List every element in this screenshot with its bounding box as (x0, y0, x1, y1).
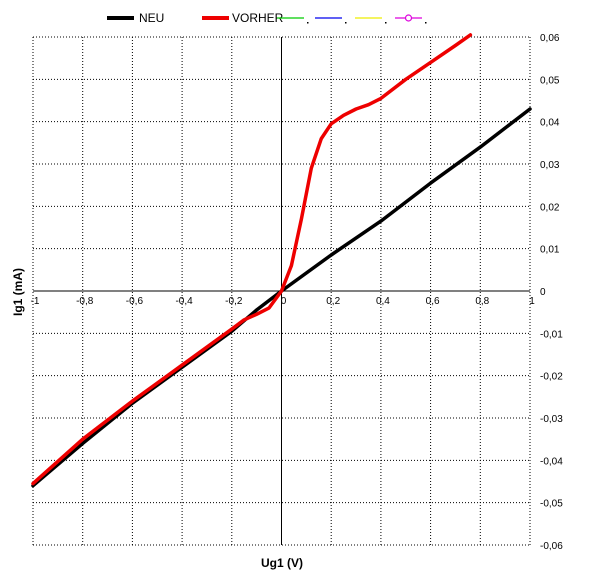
y-tick-label: -0,03 (540, 414, 563, 425)
x-tick-label: 0 (281, 296, 287, 307)
y-tick-label: 0 (540, 287, 546, 298)
y-tick-label: 0,06 (540, 33, 560, 44)
y-tick-label: 0,02 (540, 202, 560, 213)
legend-separator-dot (425, 22, 427, 24)
x-tick-label: -0,8 (76, 296, 94, 307)
y-tick-label: 0,04 (540, 118, 560, 129)
x-tick-labels: -1 -0,8 -0,6 -0,4 -0,2 0 0,2 0,4 0,6 0,8 1 (31, 296, 536, 307)
x-tick-label: -1 (31, 296, 40, 307)
x-axis-title: Ug1 (V) (261, 556, 303, 570)
legend-label: VORHER (232, 11, 284, 25)
x-tick-label: 0,4 (376, 296, 390, 307)
y-tick-label: -0,06 (540, 541, 563, 552)
x-tick-label: -0,2 (225, 296, 243, 307)
grid (32, 36, 531, 546)
legend-label: NEU (139, 11, 164, 25)
x-tick-label: -0,4 (175, 296, 193, 307)
y-tick-label: 0,01 (540, 245, 560, 256)
y-tick-label: -0,05 (540, 499, 563, 510)
x-tick-label: 0,2 (326, 296, 340, 307)
series-line-neu (31, 107, 532, 488)
series-line-vorher (31, 33, 473, 486)
x-tick-label: -0,6 (126, 296, 144, 307)
legend: NEU VORHER (107, 11, 427, 25)
legend-separator-dot (307, 22, 309, 24)
y-tick-label: -0,04 (540, 456, 563, 467)
x-tick-label: 0,6 (426, 296, 440, 307)
legend-separator-dot (345, 22, 347, 24)
legend-marker (404, 14, 413, 22)
x-tick-label: 0,8 (475, 296, 489, 307)
y-tick-label: -0,02 (540, 372, 563, 383)
series-lines (31, 33, 532, 488)
x-tick-label: 1 (529, 296, 535, 307)
y-tick-label: 0,03 (540, 160, 560, 171)
y-axis-title: Ig1 (mA) (11, 268, 25, 316)
y-tick-labels: 0,06 0,05 0,04 0,03 0,02 0,01 0 -0,01 -0,02 -0,03… (540, 33, 563, 552)
y-tick-label: 0,05 (540, 75, 560, 86)
legend-separator-dot (385, 22, 387, 24)
y-tick-label: -0,01 (540, 329, 563, 340)
